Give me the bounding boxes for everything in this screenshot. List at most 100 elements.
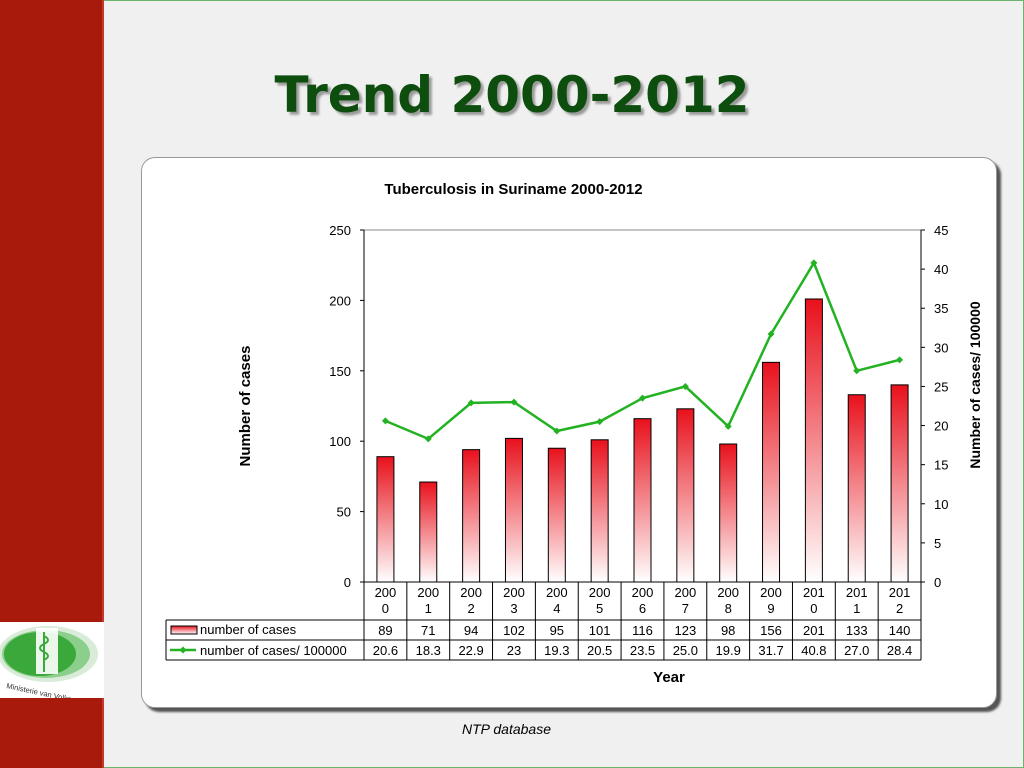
line-point-2000 [381, 417, 389, 425]
y-right-tick-label: 45 [934, 223, 948, 238]
category-label-line2: 8 [725, 601, 732, 616]
bar-2005 [590, 439, 609, 583]
table-value-rate: 27.0 [844, 643, 869, 658]
category-label-line1: 200 [632, 585, 654, 600]
y-right-axis-label: Number of cases/ 100000 [967, 301, 983, 469]
category-label-line2: 1 [425, 601, 432, 616]
category-label-line1: 200 [589, 585, 611, 600]
bar-2006 [633, 418, 652, 583]
y-right-tick-label: 30 [934, 340, 948, 355]
table-value-cases: 123 [674, 623, 696, 638]
category-label-line1: 200 [375, 585, 397, 600]
table-value-cases: 89 [378, 623, 392, 638]
category-label-line2: 0 [810, 601, 817, 616]
table-value-cases: 140 [889, 623, 911, 638]
table-value-cases: 156 [760, 623, 782, 638]
category-label-line1: 201 [803, 585, 825, 600]
table-value-cases: 101 [589, 623, 611, 638]
line-point-2001 [424, 435, 432, 443]
y-left-tick-label: 150 [329, 364, 351, 379]
y-right-tick-label: 15 [934, 458, 948, 473]
category-label-line2: 2 [467, 601, 474, 616]
table-value-rate: 19.9 [716, 643, 741, 658]
y-left-tick-label: 200 [329, 293, 351, 308]
line-point-2007 [681, 382, 689, 390]
bar-2008 [719, 443, 738, 583]
y-left-tick-label: 50 [337, 505, 351, 520]
category-label-line2: 0 [382, 601, 389, 616]
line-point-2005 [596, 418, 604, 426]
source-caption: NTP database [462, 721, 551, 737]
category-label-line1: 200 [503, 585, 525, 600]
legend-label-line: number of cases/ 100000 [200, 643, 347, 658]
category-label-line2: 7 [682, 601, 689, 616]
line-point-2006 [639, 394, 646, 402]
category-label-line1: 200 [546, 585, 568, 600]
bar-2009 [762, 361, 781, 583]
bar-2012 [890, 384, 909, 583]
table-value-rate: 19.3 [544, 643, 569, 658]
table-value-cases: 102 [503, 623, 525, 638]
table-value-rate: 18.3 [416, 643, 441, 658]
line-point-2008 [724, 422, 732, 430]
line-point-2009 [767, 330, 775, 338]
table-value-rate: 40.8 [801, 643, 826, 658]
y-left-axis-label: Number of cases [237, 346, 254, 467]
table-value-cases: 98 [721, 623, 735, 638]
table-value-cases: 201 [803, 623, 825, 638]
category-label-line2: 6 [639, 601, 646, 616]
table-value-cases: 94 [464, 623, 478, 638]
table-value-cases: 116 [632, 623, 653, 638]
category-label-line2: 5 [596, 601, 603, 616]
table-value-rate: 31.7 [758, 643, 783, 658]
table-value-rate: 22.9 [458, 643, 483, 658]
legend-key-bars [170, 625, 198, 635]
category-label-line1: 200 [460, 585, 482, 600]
y-left-tick-label: 0 [344, 575, 351, 590]
bar-2011 [847, 394, 866, 583]
category-label-line2: 4 [553, 601, 560, 616]
line-point-2012 [896, 356, 904, 364]
table-value-rate: 20.6 [373, 643, 398, 658]
category-label-line1: 200 [717, 585, 739, 600]
table-value-rate: 28.4 [887, 643, 912, 658]
bar-2010 [804, 298, 823, 583]
line-point-2010 [810, 259, 818, 267]
y-right-tick-label: 35 [934, 301, 948, 316]
table-value-rate: 23.5 [630, 643, 655, 658]
y-left-tick-label: 250 [329, 223, 351, 238]
y-right-tick-label: 0 [934, 575, 941, 590]
category-label-line2: 3 [510, 601, 517, 616]
bar-2000 [376, 456, 395, 583]
category-label-line1: 200 [674, 585, 696, 600]
bar-2007 [676, 408, 695, 583]
table-value-rate: 25.0 [673, 643, 698, 658]
table-value-cases: 71 [421, 623, 435, 638]
line-point-2002 [467, 399, 475, 407]
y-right-tick-label: 25 [934, 379, 948, 394]
bar-2002 [462, 449, 481, 583]
x-axis-label: Year [653, 669, 685, 686]
category-label-line1: 200 [417, 585, 439, 600]
category-label-line2: 1 [853, 601, 860, 616]
category-label-line1: 201 [846, 585, 868, 600]
category-label-line1: 201 [889, 585, 911, 600]
legend-key-line-marker [179, 646, 187, 654]
chart-title: Tuberculosis in Suriname 2000-2012 [384, 181, 643, 198]
category-label-line2: 2 [896, 601, 903, 616]
category-label-line1: 200 [760, 585, 782, 600]
y-right-tick-label: 10 [934, 497, 948, 512]
bar-2003 [504, 437, 523, 583]
y-right-tick-label: 40 [934, 262, 948, 277]
y-right-tick-label: 20 [934, 419, 948, 434]
line-point-2003 [510, 398, 518, 406]
category-label-line2: 9 [767, 601, 774, 616]
y-left-tick-label: 100 [329, 434, 351, 449]
table-value-rate: 23 [507, 643, 521, 658]
y-right-tick-label: 5 [934, 536, 941, 551]
bar-2004 [547, 447, 566, 583]
table-value-rate: 20.5 [587, 643, 612, 658]
line-point-2004 [553, 427, 561, 435]
table-value-cases: 133 [846, 623, 868, 638]
